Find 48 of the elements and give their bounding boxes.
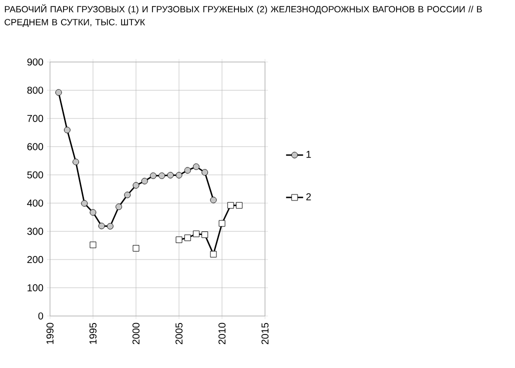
point [176,236,182,244]
y-tick-label: 0 [38,312,44,320]
y-tick-label: 900 [27,58,44,66]
point [150,172,156,179]
point [106,223,114,230]
x-tick-label: 2010 [218,322,226,344]
point [176,172,182,178]
x-tick-label: 2000 [132,322,140,344]
chart-title: РАБОЧИЙ ПАРК ГРУЗОВЫХ (1) И ГРУЗОВЫХ ГРУЖЕНЫХ (2) ЖЕЛЕЗНОДОРОЖНЫХ ВАГОНОВ В РОССИИ // В СРЕДНЕМ В СУТКИ, ТЫС. ШТУК [4,4,482,28]
point [184,167,191,174]
y-tick-label: 800 [27,86,44,94]
y-tick-label: 400 [27,200,44,207]
legend-label: 1 [306,150,311,158]
y-tick-label: 500 [27,171,44,178]
point [192,163,200,170]
point [167,172,174,178]
point [184,234,191,242]
x-tick-label: 1995 [89,322,97,344]
point [116,204,122,210]
point [192,230,200,238]
point [218,220,226,227]
y-tick-label: 100 [28,284,44,292]
x-tick-label: 2005 [175,322,183,344]
point [141,178,148,184]
point [210,250,217,258]
point [158,172,166,179]
point [72,158,80,166]
point [90,242,96,248]
x-tick-label: 1990 [46,322,54,344]
point [202,231,208,238]
point [55,89,62,96]
point [236,202,242,209]
y-tick-label: 200 [27,256,44,264]
point [132,182,140,189]
point [81,200,88,207]
point [132,245,140,252]
point [64,126,70,134]
point [124,192,131,198]
x-tick-label: 2015 [261,322,269,344]
point [210,196,217,204]
y-tick-label: 600 [27,143,44,150]
point [227,202,234,209]
point [90,209,96,216]
y-tick-label: 700 [27,114,44,122]
point [98,222,105,230]
legend-label: 2 [306,193,311,200]
point [202,169,208,176]
y-tick-label: 300 [27,228,44,235]
